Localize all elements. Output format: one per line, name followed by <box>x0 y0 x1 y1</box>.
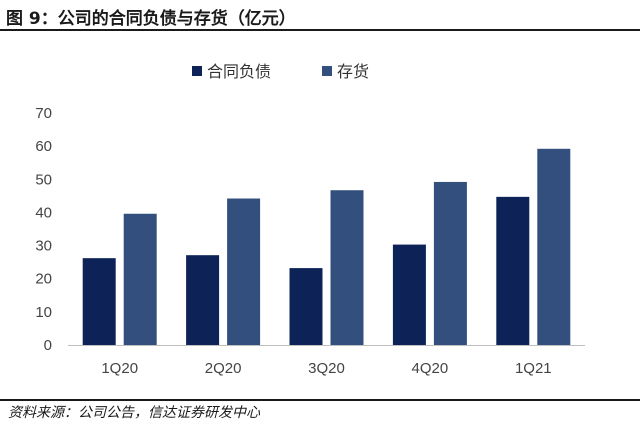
bar-inventory-1q21 <box>537 148 571 345</box>
source-divider <box>0 399 640 401</box>
y-axis: 0 10 20 30 40 50 60 70 <box>35 105 52 354</box>
x-tick-label: 1Q21 <box>515 360 552 377</box>
y-tick-label: 70 <box>35 105 52 122</box>
y-tick-label: 30 <box>35 238 52 255</box>
x-tick-label: 2Q20 <box>205 360 242 377</box>
bar-contract-liabilities-4q20 <box>392 244 426 345</box>
bar-contract-liabilities-3q20 <box>289 268 323 345</box>
bars <box>82 148 571 345</box>
bar-inventory-4q20 <box>433 181 467 345</box>
x-tick-label: 4Q20 <box>412 360 449 377</box>
bar-contract-liabilities-1q21 <box>496 196 530 345</box>
legend-label-inventory: 存货 <box>337 62 369 81</box>
bar-inventory-1q20 <box>123 213 157 345</box>
figure-title: 图 9：公司的合同负债与存货（亿元） <box>6 9 296 29</box>
title-divider <box>0 29 640 31</box>
x-tick-label: 1Q20 <box>101 360 138 377</box>
legend: 合同负债 存货 <box>192 62 369 81</box>
y-tick-label: 20 <box>35 271 52 288</box>
legend-swatch-contract-liabilities <box>192 66 202 76</box>
y-tick-label: 60 <box>35 138 52 155</box>
y-tick-label: 10 <box>35 304 52 321</box>
legend-label-contract-liabilities: 合同负债 <box>207 62 271 81</box>
y-tick-label: 0 <box>44 337 52 354</box>
source-note: 资料来源：公司公告，信达证券研发中心 <box>8 405 260 421</box>
x-axis: 1Q20 2Q20 3Q20 4Q20 1Q21 <box>101 360 551 377</box>
bar-contract-liabilities-1q20 <box>82 258 116 345</box>
y-tick-label: 50 <box>35 171 52 188</box>
bar-contract-liabilities-2q20 <box>186 255 220 345</box>
bar-inventory-2q20 <box>227 198 261 345</box>
bar-inventory-3q20 <box>330 190 364 345</box>
x-tick-label: 3Q20 <box>308 360 345 377</box>
legend-swatch-inventory <box>322 66 332 76</box>
y-tick-label: 40 <box>35 204 52 221</box>
